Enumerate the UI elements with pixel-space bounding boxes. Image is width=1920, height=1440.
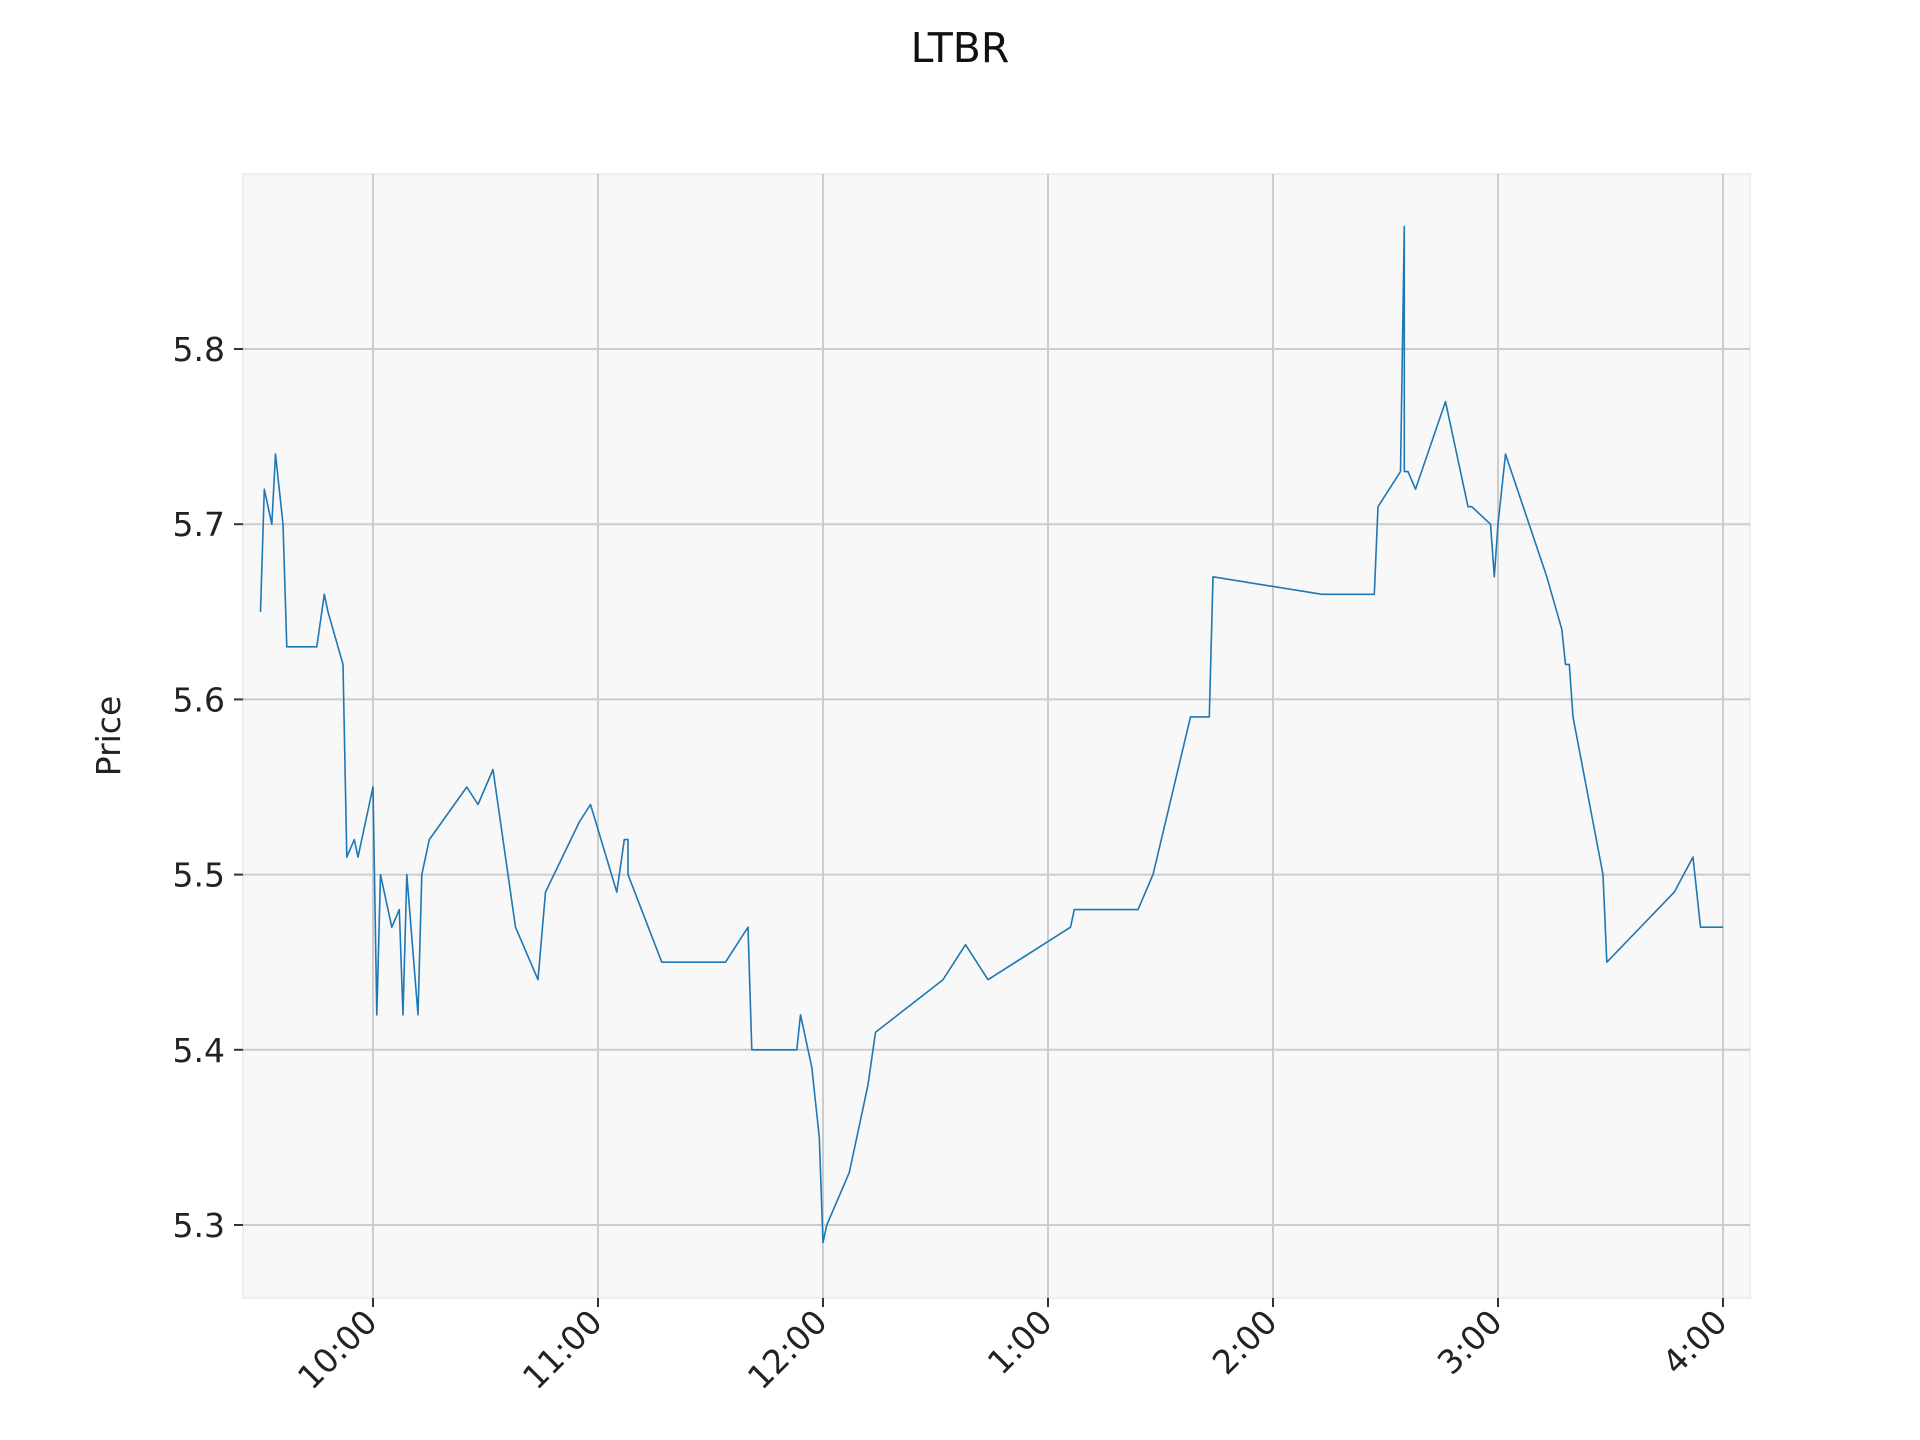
y-tick-label: 5.3 xyxy=(173,1206,225,1245)
x-tick-label: 11:00 xyxy=(515,1302,610,1397)
x-tick-label: 12:00 xyxy=(740,1302,835,1397)
x-tick-label: 4:00 xyxy=(1655,1302,1735,1382)
y-tick-label: 5.5 xyxy=(173,856,225,895)
chart-title: LTBR xyxy=(910,24,1010,72)
y-tick-label: 5.8 xyxy=(173,330,225,369)
y-tick-label: 5.4 xyxy=(173,1031,225,1070)
x-gridlines xyxy=(372,174,1724,1298)
y-axis-ticks: 5.3 5.4 5.5 5.6 5.7 5.8 xyxy=(173,330,243,1245)
y-tick-label: 5.6 xyxy=(173,680,225,719)
y-tick-label: 5.7 xyxy=(173,505,225,544)
plot-area xyxy=(242,173,1751,1299)
x-tick-label: 2:00 xyxy=(1205,1302,1285,1382)
x-axis-ticks: 10:00 11:00 12:00 1:00 2:00 3:00 4:00 xyxy=(290,1298,1735,1397)
x-tick-label: 3:00 xyxy=(1430,1302,1510,1382)
x-tick-label: 1:00 xyxy=(980,1302,1060,1382)
price-series-line xyxy=(259,225,1723,1244)
y-axis-label: Price xyxy=(89,696,128,777)
x-tick-label: 10:00 xyxy=(290,1302,385,1397)
